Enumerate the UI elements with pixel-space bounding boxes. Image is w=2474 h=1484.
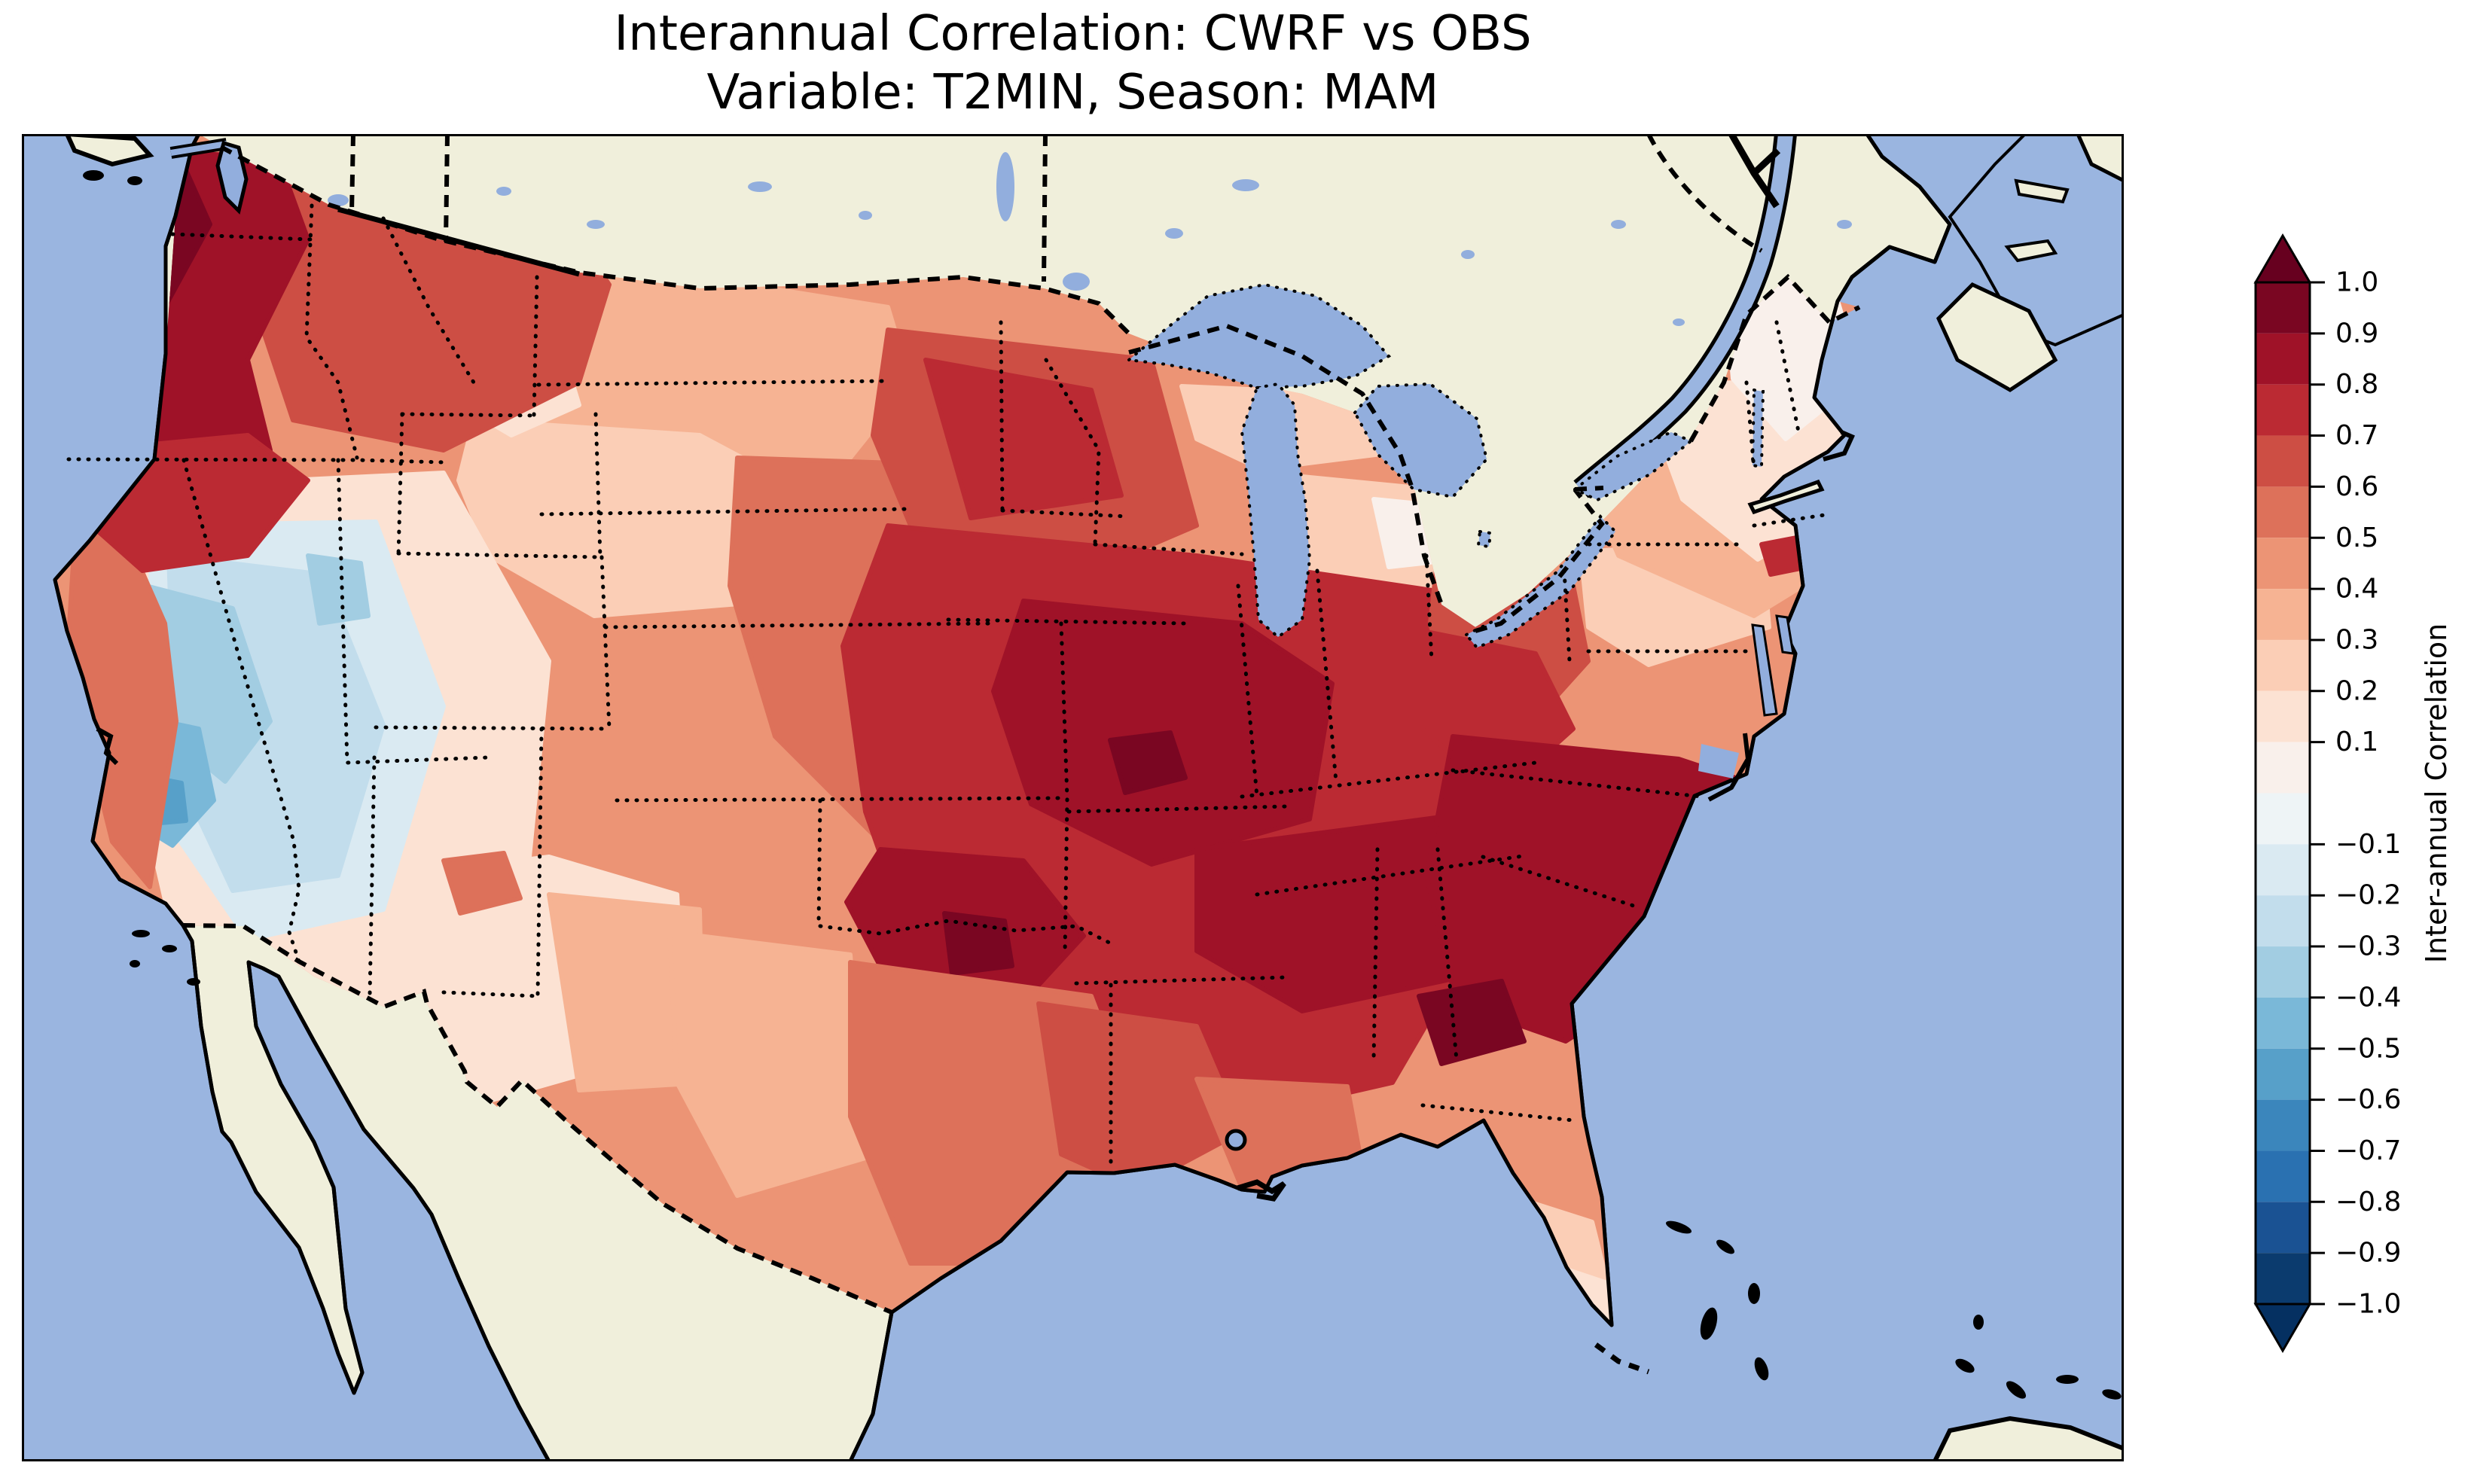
colorbar-extend-over [2253, 233, 2312, 284]
colorbar-tick-label: 0.7 [2335, 420, 2378, 451]
page-title-line2: Variable: T2MIN, Season: MAM [706, 65, 1439, 121]
gulf-of-st-lawrence [1948, 134, 2124, 347]
colorbar-band--0.4--0.3 [2256, 946, 2310, 998]
lake-pontchartrain [1225, 1129, 1247, 1151]
colorbar-band--0.6--0.5 [2256, 1048, 2310, 1100]
field-patch-ga-al-spot-darkest [1417, 979, 1527, 1066]
coastline-restroke [53, 134, 1952, 1461]
mississippi-delta [1236, 1179, 1286, 1202]
field-patch-wtx-light [667, 930, 868, 1198]
colorbar-canvas: 1.0 0.9 0.8 0.7 0.6 0.5 0.4 0.3 0.2 0.1 −0.1 −0.2 −0… [2253, 233, 2453, 1353]
saguenay-river [1728, 134, 1781, 209]
map-figure [22, 134, 2124, 1461]
colorbar-band-0.9-1 [2256, 282, 2310, 334]
us-canada-border-solid-seg [337, 206, 580, 277]
field-patch-az-red-spot [441, 851, 523, 916]
colorbar-band-0-0.1 [2256, 742, 2310, 794]
pamlico-sound [1698, 744, 1739, 779]
long-island [1747, 479, 1825, 515]
field-patch-nv-fleck-blue [306, 553, 371, 626]
colorbar-tick-label: −0.1 [2335, 829, 2401, 860]
colorbar-tick-label: 0.8 [2335, 369, 2378, 400]
colorbar-tick-label: 0.1 [2335, 727, 2378, 757]
colorbar-band--0.2--0.1 [2256, 844, 2310, 896]
colorbar-tick-label: −0.7 [2335, 1135, 2401, 1166]
colorbar-band-0.2-0.3 [2256, 639, 2310, 691]
colorbar-tick-label: 0.2 [2335, 675, 2378, 706]
colorbar-band-0.8-0.9 [2256, 333, 2310, 385]
colorbar-band--0.1-0 [2256, 793, 2310, 845]
bahamas-antilles-islands [1665, 1220, 2122, 1400]
vancouver-island [64, 134, 154, 167]
florida-keys [1594, 1342, 1650, 1375]
lake-superior [1125, 282, 1392, 390]
field-patch-mo-spot-darkest [1108, 730, 1188, 795]
colorbar-axis-label: Inter-annual Correlation [2420, 623, 2453, 963]
colorbar-tick-label: −0.4 [2335, 982, 2401, 1013]
lake-champlain [1750, 388, 1765, 469]
colorbar-tick-label: −0.9 [2335, 1238, 2401, 1269]
colorbar-tick-label: 1.0 [2335, 267, 2378, 298]
colorbar-band--0.3--0.2 [2256, 895, 2310, 947]
us-canada-border [219, 145, 1861, 633]
lake-michigan [1240, 382, 1312, 639]
colorbar-tick-label: −0.8 [2335, 1187, 2401, 1217]
colorbar-band-0.4-0.5 [2256, 538, 2310, 590]
salish-islands [83, 170, 142, 185]
colorbar-tick-label: 0.4 [2335, 574, 2378, 605]
prince-edward-island [2004, 239, 2058, 263]
chesapeake-bay [1751, 623, 1778, 717]
strait-juan-de-fuca [170, 141, 227, 156]
colorbar-tick-label: 0.6 [2335, 471, 2378, 502]
channel-islands [130, 930, 200, 986]
colorbar-band-0.7-0.8 [2256, 384, 2310, 436]
lake-huron [1353, 382, 1489, 499]
colorbar-band-0.1-0.2 [2256, 690, 2310, 742]
colorbar-band--0.5--0.4 [2256, 997, 2310, 1049]
delaware-bay [1775, 614, 1795, 655]
colorbar-tick-label: −0.3 [2335, 931, 2401, 962]
colorbar-tick-label: 0.9 [2335, 318, 2378, 349]
colorbar-band-0.6-0.7 [2256, 435, 2310, 487]
field-patch-tx-east-red [1036, 1001, 1244, 1190]
colorbar-tick-label: −0.6 [2335, 1084, 2401, 1115]
canada-small-lakes [328, 152, 1852, 326]
colorbar-band--0.9--0.8 [2256, 1202, 2310, 1254]
us-mexico-border [182, 923, 893, 1315]
colorbar-tick-label: 0.3 [2335, 624, 2378, 655]
san-francisco-bay [96, 727, 119, 766]
colorbar-band-0.5-0.6 [2256, 486, 2310, 538]
figure-title: Interannual Correlation: CWRF vs OBS Var… [22, 5, 2124, 122]
colorbar-tick-label: −1.0 [2335, 1289, 2401, 1320]
nova-scotia [1936, 282, 2058, 392]
colorbar-band--1--0.9 [2256, 1253, 2310, 1304]
state-borders [66, 203, 1832, 1168]
colorbar-band-0.3-0.4 [2256, 589, 2310, 640]
map-canvas [22, 134, 2124, 1461]
field-patch-mn-core [923, 358, 1124, 520]
puget-sound [215, 140, 249, 215]
great-lakes [1125, 282, 1765, 650]
international-borders [182, 134, 1861, 1315]
outer-banks [1707, 733, 1751, 802]
colorbar-band--0.8--0.7 [2256, 1150, 2310, 1202]
lake-erie [1463, 513, 1618, 650]
map-frame [22, 134, 2124, 1461]
lake-st-clair [1476, 529, 1493, 549]
colorbar-tick-label: −0.2 [2335, 880, 2401, 911]
cape-cod-hook [1823, 430, 1855, 462]
field-patch-wy-ne-light [456, 418, 815, 618]
colorbar-band--0.7--0.6 [2256, 1099, 2310, 1151]
colorbar-tick-label: −0.5 [2335, 1033, 2401, 1064]
colorbar-tick-label: 0.5 [2335, 523, 2378, 553]
colorbar-extend-under [2253, 1303, 2312, 1353]
colorbar-outline [2254, 281, 2311, 1306]
cuba [1932, 1415, 2124, 1461]
page-title-line1: Interannual Correlation: CWRF vs OBS [614, 6, 1532, 62]
colorbar: 1.0 0.9 0.8 0.7 0.6 0.5 0.4 0.3 0.2 0.1 −0.1 −0.2 −0… [2214, 211, 2474, 1400]
anticosti-island [2014, 178, 2070, 204]
newfoundland-corner [2076, 134, 2124, 183]
